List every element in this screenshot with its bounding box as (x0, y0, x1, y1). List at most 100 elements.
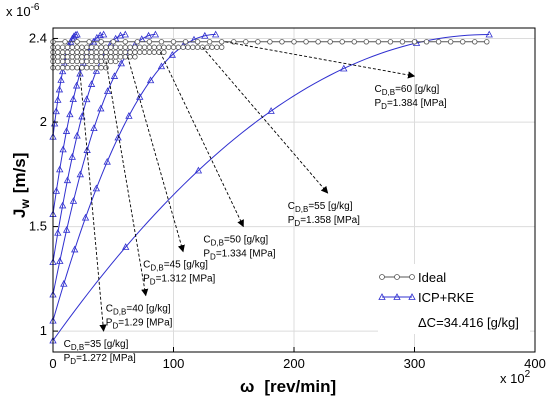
ideal-marker (93, 49, 100, 55)
icp-rke-marker (71, 31, 80, 38)
ideal-marker (69, 49, 75, 55)
annotation-arrow (79, 67, 107, 332)
y-axis-label: Jw [m/s] (10, 153, 32, 218)
ideal-marker (194, 39, 201, 45)
pd-symbol: P (288, 215, 295, 226)
x-multiplier-label: x 102 (500, 369, 531, 386)
ideal-marker (127, 49, 133, 55)
icp-rke-marker (267, 107, 275, 114)
cdb-symbol: C (288, 201, 295, 212)
pd-value: =1.272 [MPa] (76, 353, 136, 364)
icp-rke-marker (103, 87, 112, 95)
cdb-value: =55 [g/kg] (308, 201, 352, 212)
ideal-marker (93, 44, 100, 50)
cdb-value: =60 [g/kg] (395, 84, 439, 95)
ideal-marker (315, 39, 321, 45)
ideal-marker (206, 39, 213, 45)
icp-rke-marker (125, 112, 133, 119)
icp-rke-marker (57, 76, 65, 83)
ideal-marker (88, 58, 95, 65)
icp-rke-marker (485, 30, 493, 38)
ideal-marker (134, 39, 141, 45)
ideal-marker (214, 44, 220, 50)
icp-rke-marker (121, 30, 129, 38)
cdb-symbol: C (203, 235, 210, 246)
icp-rke-marker (144, 31, 153, 39)
pd-symbol: P (106, 318, 113, 329)
pd-symbol: P (143, 274, 150, 285)
icp-rke-marker (103, 157, 111, 165)
ideal-marker (69, 58, 75, 65)
ideal-marker (59, 65, 66, 71)
ideal-marker (182, 39, 189, 45)
ideal-marker (146, 49, 153, 55)
ideal-marker (59, 49, 66, 55)
cdb-symbol: C (143, 260, 150, 271)
cdb-value: =45 [g/kg] (164, 260, 208, 271)
pd-subscript: D (381, 102, 387, 111)
cdb-value: =40 [g/kg] (126, 304, 170, 315)
ideal-marker (93, 58, 100, 65)
ideal-marker (103, 49, 109, 55)
ideal-marker (88, 65, 95, 71)
annotation-cdb-label: CD,B=60 [g/kg] (375, 84, 440, 97)
ideal-marker (79, 65, 85, 71)
ideal-marker (74, 49, 80, 55)
y-axis-symbol: J (10, 209, 29, 218)
ideal-marker (161, 44, 167, 50)
icp-rke-marker (69, 197, 78, 204)
annotation-cdb-label: CD,B=35 [g/kg] (64, 339, 129, 352)
icp-rke-marker (54, 96, 62, 103)
x-tick-label: 0 (49, 356, 56, 371)
cdb-subscript: D,B (150, 264, 163, 273)
icp-rke-marker (122, 243, 130, 250)
ideal-marker (108, 58, 114, 65)
annotation-pd-label: PD=1.384 [MPa] (375, 98, 447, 111)
ideal-marker (93, 65, 100, 71)
pd-symbol: P (203, 249, 210, 260)
ideal-marker (64, 58, 71, 65)
icp-rke-marker (52, 107, 60, 115)
ideal-marker (69, 54, 75, 60)
ideal-marker (55, 54, 61, 60)
ideal-marker (447, 39, 454, 45)
ideal-marker (363, 39, 369, 45)
icp-rke-marker (83, 95, 91, 103)
annotations-group: CD,B=35 [g/kg]PD=1.272 [MPa]CD,B=40 [g/k… (64, 41, 447, 366)
ideal-marker (218, 39, 225, 45)
annotation-pd-label: PD=1.29 [MPa] (106, 318, 173, 331)
ideal-marker (55, 65, 61, 71)
ideal-marker (112, 58, 119, 65)
icp-rke-marker (87, 80, 96, 87)
ideal-marker (108, 49, 114, 55)
pd-subscript: D (112, 322, 118, 331)
ideal-marker (74, 58, 80, 65)
ideal-marker (165, 44, 172, 50)
ideal-marker (137, 44, 143, 50)
icp-rke-marker (92, 184, 101, 192)
ideal-marker (98, 54, 104, 60)
ideal-marker (351, 39, 357, 45)
ideal-marker (84, 58, 90, 65)
ideal-marker (137, 49, 143, 55)
ideal-marker (59, 54, 66, 60)
icp-rke-marker (110, 72, 119, 79)
ideal-marker (209, 44, 215, 50)
ideal-marker (84, 54, 90, 60)
icp-rke-marker (72, 81, 81, 89)
x-axis-unit: [rev/min] (264, 377, 336, 396)
ideal-marker (79, 49, 85, 55)
ideal-marker (117, 54, 124, 60)
ideal-marker (55, 44, 61, 50)
cdb-subscript: D,B (211, 239, 224, 248)
cdb-subscript: D,B (113, 308, 126, 317)
ideal-marker (79, 44, 85, 50)
ideal-marker (267, 39, 273, 45)
annotation-arrow (105, 61, 149, 297)
ideal-marker (122, 39, 128, 45)
legend-box (378, 264, 530, 334)
icp-rke-marker (69, 95, 77, 103)
icp-rke-marker (54, 228, 62, 236)
ideal-marker (64, 49, 71, 55)
icp-rke-marker (76, 69, 84, 77)
